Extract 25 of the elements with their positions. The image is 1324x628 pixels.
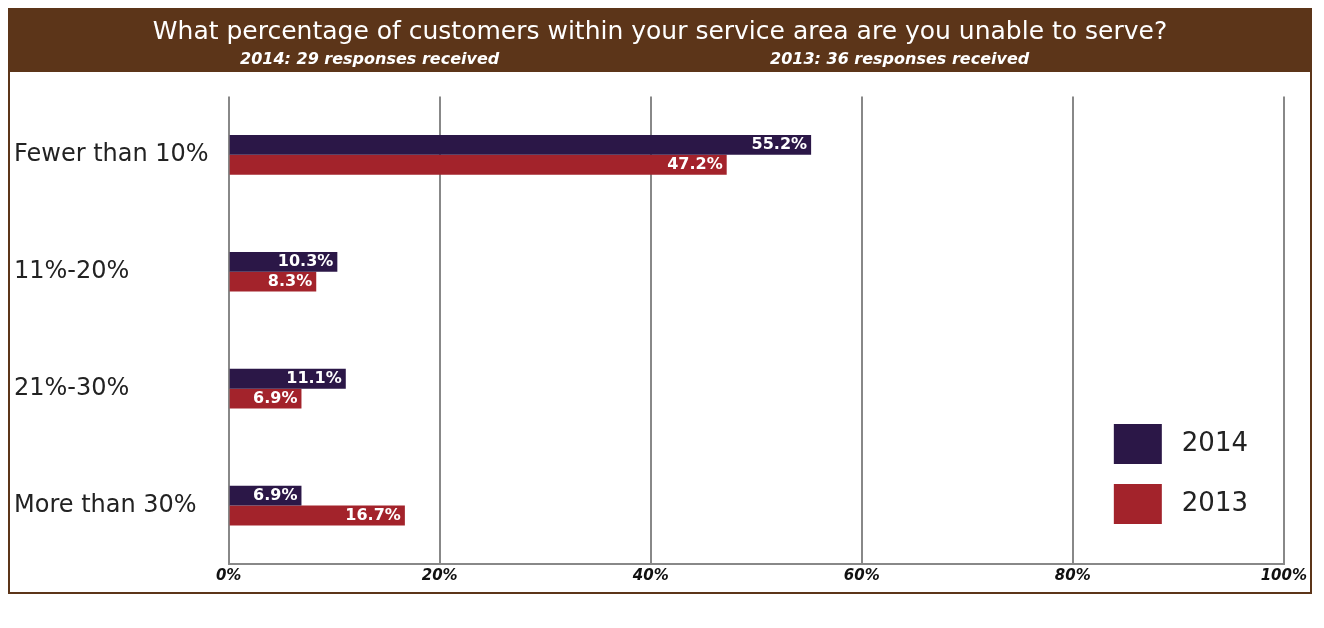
- x-tick-label: 80%: [1054, 565, 1091, 584]
- bar: [229, 134, 812, 155]
- y-tick-label: Fewer than 10%: [14, 139, 209, 168]
- data-label: 6.9%: [253, 387, 298, 407]
- text: 2014: 29 responses received: [240, 49, 501, 68]
- data-label: 8.3%: [267, 270, 313, 290]
- chart-title: What percentage of customers within your service area are you unable to serve?: [151, 16, 1169, 45]
- text: 2013: 36 responses received: [770, 49, 1031, 68]
- legend-label: 2013: [1181, 486, 1248, 517]
- x-tick-label: 40%: [631, 565, 669, 584]
- x-tick-label: 100%: [1260, 565, 1307, 584]
- bar: [229, 154, 727, 175]
- legend-label: 2014: [1181, 426, 1248, 457]
- x-tick-label: 0%: [215, 565, 242, 584]
- data-label: 11.1%: [286, 367, 342, 387]
- y-tick-label: More than 30%: [14, 489, 197, 518]
- data-label: 16.7%: [345, 504, 401, 524]
- y-tick-label: 21%-30%: [14, 372, 130, 401]
- data-label: 55.2%: [751, 134, 808, 154]
- data-label: 47.2%: [667, 153, 723, 173]
- x-tick-label: 20%: [421, 565, 458, 584]
- data-label: 6.9%: [253, 484, 298, 504]
- y-tick-label: 11%-20%: [14, 255, 130, 284]
- data-label: 10.3%: [277, 250, 334, 270]
- x-tick-label: 60%: [843, 565, 880, 584]
